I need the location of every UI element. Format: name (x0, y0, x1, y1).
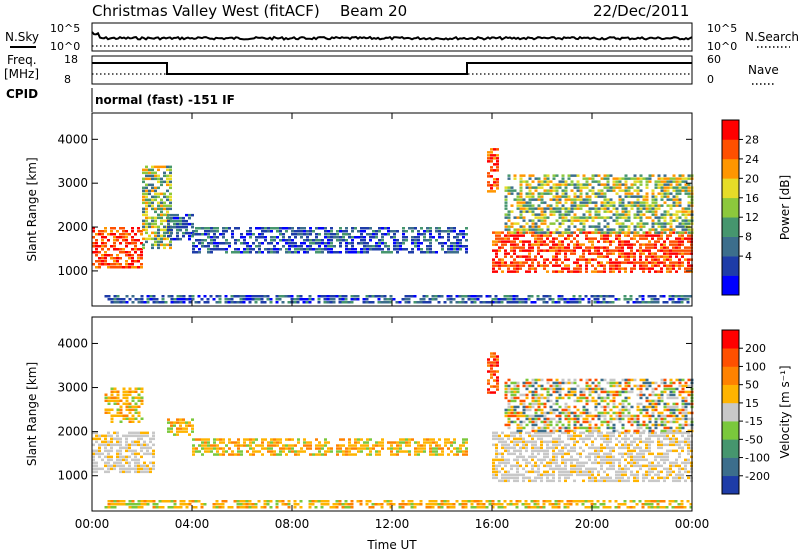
colorbar-tick-label: 8 (745, 231, 752, 244)
colorbar-segment (722, 476, 739, 495)
power-panel: 1000 2000 3000 4000 Slant Range [km] 28 24 20 16… (25, 113, 792, 306)
nsearch-label: N.Search (745, 30, 799, 44)
echo-region (505, 379, 694, 433)
x-tick-label: 04:00 (175, 517, 210, 531)
colorbar-segment (722, 276, 739, 296)
y-tick-label: 2000 (57, 425, 88, 439)
y-tick-label: 3000 (57, 381, 88, 395)
colorbar-segment (722, 237, 739, 257)
x-tick-label: 08:00 (275, 517, 310, 531)
freq-tick-bottom: 8 (64, 73, 71, 86)
colorbar-segment (722, 348, 739, 367)
station-title: Christmas Valley West (fitACF) (92, 2, 320, 20)
y-tick-label: 2000 (57, 220, 88, 234)
nsearch-tick-bottom: 10^0 (707, 40, 737, 53)
colorbar-segment (722, 330, 739, 349)
colorbar-tick-label: -15 (745, 415, 763, 428)
colorbar: 28 24 20 16 12 8 4 Power [dB] (722, 120, 792, 295)
x-tick-label: 00:00 (75, 517, 110, 531)
x-axis-label: Time UT (366, 538, 417, 552)
nsky-tick-top: 10^5 (50, 22, 80, 35)
freq-strip-frame (92, 56, 692, 84)
colorbar-segment (722, 256, 739, 276)
colorbar-tick-label: 4 (745, 250, 752, 263)
colorbar-tick-label: 15 (745, 397, 759, 410)
y-tick-label: 1000 (57, 469, 88, 483)
y-tick-label: 4000 (57, 132, 88, 146)
colorbar: 200 100 50 15 -15 -50 -100 -200 Velocity [m s⁻¹] (722, 330, 792, 494)
echo-region (92, 432, 155, 474)
colorbar-segment (722, 366, 739, 385)
colorbar-segment (722, 385, 739, 404)
colorbar-segment (722, 159, 739, 179)
colorbar-tick-label: 28 (745, 133, 759, 146)
freq-trace (92, 63, 692, 74)
echo-region (487, 352, 499, 394)
cpid-label: CPID (6, 87, 38, 101)
freq-tick-top: 18 (64, 53, 78, 66)
colorbar-segment (722, 217, 739, 237)
echo-region (492, 432, 693, 483)
x-tick-label: 20:00 (575, 517, 610, 531)
colorbar-segment (722, 198, 739, 218)
nave-tick-top: 60 (707, 53, 721, 66)
x-tick-label: 16:00 (475, 517, 510, 531)
nsky-label: N.Sky (5, 30, 39, 44)
colorbar-segment (722, 139, 739, 159)
y-axis-label: Slant Range [km] (25, 157, 39, 261)
nsky-trace (92, 32, 692, 40)
colorbar-segment (722, 439, 739, 458)
echo-region (105, 388, 144, 424)
colorbar-tick-label: 200 (745, 342, 766, 355)
colorbar-segment (722, 403, 739, 422)
echo-region (487, 148, 499, 193)
colorbar-tick-label: 50 (745, 379, 759, 392)
echo-region (505, 174, 694, 234)
colorbar-label: Power [dB] (778, 175, 792, 240)
y-tick-label: 3000 (57, 176, 88, 190)
colorbar-tick-label: 24 (745, 153, 759, 166)
colorbar-tick-label: 12 (745, 211, 759, 224)
cpid-text: normal (fast) -151 IF (95, 93, 235, 107)
velocity-panel: 1000 2000 3000 4000 Slant Range [km] 00:00 04:… (25, 317, 792, 531)
colorbar-segment (722, 178, 739, 198)
echo-region (105, 295, 693, 304)
freq-unit: [MHz] (4, 67, 39, 81)
nsearch-tick-top: 10^5 (707, 22, 737, 35)
colorbar-tick-label: -100 (745, 452, 770, 465)
date-label: 22/Dec/2011 (593, 2, 689, 20)
echo-regions (92, 148, 694, 303)
nave-label: Nave (748, 63, 779, 77)
colorbar-tick-label: 100 (745, 360, 766, 373)
colorbar-segment (722, 458, 739, 477)
colorbar-tick-label: 16 (745, 192, 759, 205)
freq-label: Freq. (7, 53, 37, 67)
colorbar-tick-label: 20 (745, 172, 759, 185)
echo-region (492, 231, 693, 273)
echo-region (192, 438, 468, 456)
y-axis-label: Slant Range [km] (25, 362, 39, 466)
echo-region (167, 418, 194, 436)
y-tick-label: 4000 (57, 336, 88, 350)
colorbar-segment (722, 120, 739, 140)
y-tick-label: 1000 (57, 264, 88, 278)
colorbar-tick-label: -50 (745, 433, 763, 446)
nsky-tick-bottom: 10^0 (50, 40, 80, 53)
x-tick-label: 12:00 (375, 517, 410, 531)
echo-region (192, 227, 468, 254)
nave-tick-bottom: 0 (707, 73, 714, 86)
echo-region (92, 227, 143, 269)
echo-regions (92, 352, 694, 508)
colorbar-tick-label: -200 (745, 470, 770, 483)
x-tick-label: 00:00 (675, 517, 710, 531)
colorbar-segment (722, 421, 739, 440)
echo-region (105, 500, 693, 509)
colorbar-label: Velocity [m s⁻¹] (778, 365, 792, 458)
beam-label: Beam 20 (340, 2, 407, 20)
